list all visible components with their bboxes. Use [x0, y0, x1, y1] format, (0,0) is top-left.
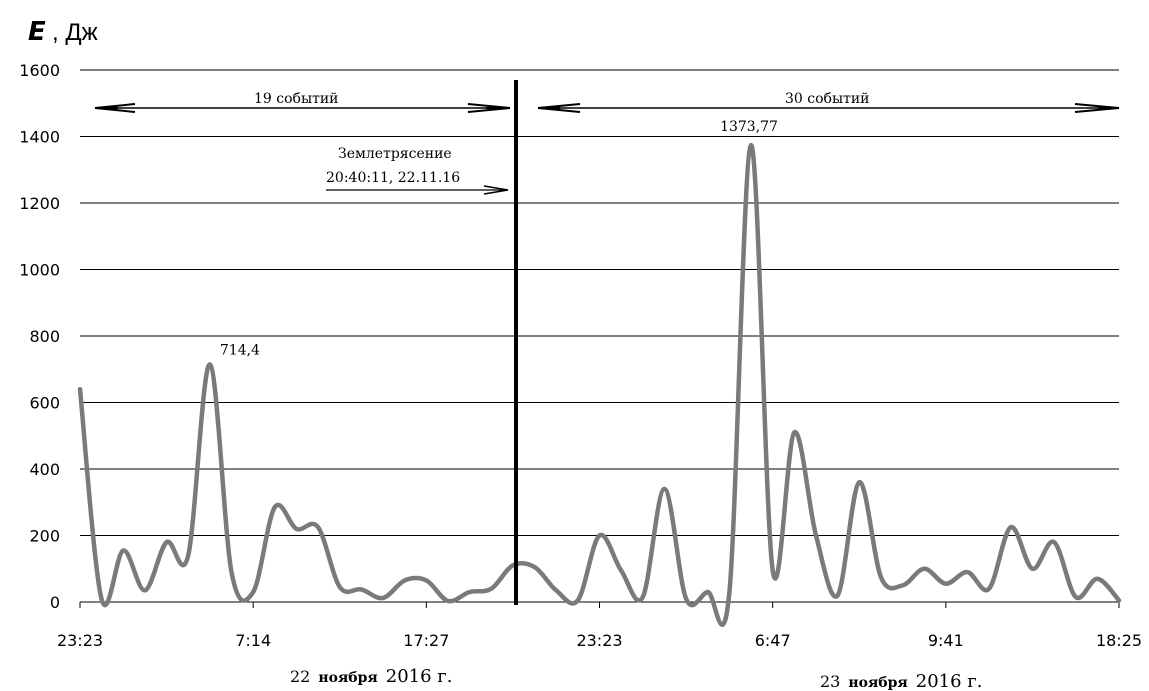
- peak-annotation: 714,4: [220, 342, 260, 358]
- arrow-right-icon: [1074, 103, 1120, 113]
- y-tick-label: 400: [29, 460, 60, 479]
- y-tick-label: 1400: [19, 128, 60, 147]
- peak-annotation: 1373,77: [720, 119, 778, 135]
- x-tick-label: 23:23: [57, 631, 103, 650]
- y-tick-label: 600: [29, 394, 60, 413]
- arrow-left-icon: [94, 103, 136, 113]
- date-month: ноября: [318, 670, 377, 686]
- y-tick-label: 800: [29, 327, 60, 346]
- x-tick-label: 6:47: [755, 631, 791, 650]
- x-tick-label: 18:25: [1096, 631, 1142, 650]
- range-label-before: 19 событий: [254, 91, 339, 107]
- date-year: 2016 г.: [386, 666, 453, 687]
- date-number: 23: [820, 672, 840, 691]
- series-layer: [77, 142, 1122, 627]
- y-tick-label: 1000: [19, 261, 60, 280]
- y-tick-label: 200: [29, 527, 60, 546]
- y-axis-label-symbol: E: [28, 17, 46, 47]
- y-axis-label-unit: , Дж: [52, 19, 98, 46]
- arrow-right-icon: [467, 103, 511, 113]
- date-label-23: 23 ноября 2016 г.: [820, 671, 982, 691]
- y-tick-label: 1600: [19, 61, 60, 80]
- date-label-22: 22 ноября 2016 г.: [290, 666, 452, 687]
- y-axis-ticks: 0 200 400 600 800 1000 1200 1400 1600: [19, 61, 60, 612]
- x-tick-label: 23:23: [576, 631, 622, 650]
- annotations-layer: 714,4 1373,77: [220, 119, 778, 358]
- x-tick-label: 7:14: [235, 631, 271, 650]
- date-number: 22: [290, 667, 310, 686]
- date-month: ноября: [848, 675, 907, 691]
- date-year: 2016 г.: [916, 671, 983, 691]
- arrow-left-icon: [537, 103, 581, 113]
- earthquake-label-line1: Землетрясение: [338, 146, 452, 162]
- x-tick-label: 9:41: [928, 631, 964, 650]
- grid-lines: [80, 69, 1119, 536]
- y-tick-label: 0: [50, 593, 60, 612]
- series-line: [77, 142, 1122, 627]
- range-label-after: 30 событий: [785, 91, 870, 107]
- y-tick-label: 1200: [19, 194, 60, 213]
- x-axis-ticks: 23:23 7:14 17:27 23:23 6:47 9:41 18:25: [57, 602, 1142, 650]
- earthquake-label-line2: 20:40:11, 22.11.16: [326, 170, 460, 186]
- arrow-right-icon: [483, 185, 509, 195]
- x-tick-label: 17:27: [403, 631, 449, 650]
